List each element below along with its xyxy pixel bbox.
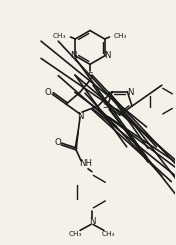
Text: CH₃: CH₃ (68, 231, 82, 237)
Text: O: O (55, 138, 62, 147)
Text: CH₃: CH₃ (102, 231, 116, 237)
Text: N: N (77, 111, 83, 121)
Text: N: N (70, 51, 76, 60)
Text: CH₃: CH₃ (53, 33, 67, 39)
Text: NH: NH (80, 159, 93, 168)
Text: S: S (87, 72, 93, 81)
Text: N: N (104, 51, 110, 60)
Text: N: N (89, 217, 95, 226)
Text: S: S (103, 101, 108, 110)
Text: N: N (127, 88, 134, 97)
Text: CH₃: CH₃ (114, 33, 127, 39)
Text: O: O (45, 88, 52, 97)
